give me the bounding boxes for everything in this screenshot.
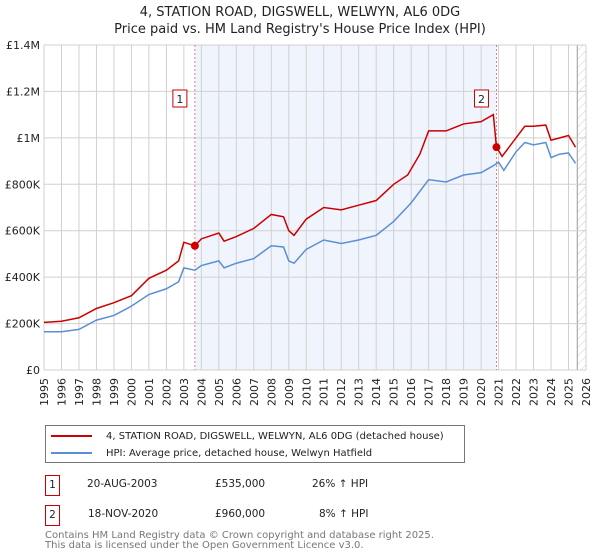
y-tick-label: £400K xyxy=(5,271,41,284)
x-tick-label: 1999 xyxy=(108,378,121,406)
x-tick-label: 2020 xyxy=(475,378,488,406)
legend-label: 4, STATION ROAD, DIGSWELL, WELWYN, AL6 0… xyxy=(106,430,444,442)
sale-date: 20-AUG-2003 xyxy=(87,478,158,490)
x-tick-label: 2011 xyxy=(318,378,331,406)
chart-title: 4, STATION ROAD, DIGSWELL, WELWYN, AL6 0… xyxy=(0,4,600,38)
x-tick-label: 2013 xyxy=(353,378,366,406)
legend-label: HPI: Average price, detached house, Welw… xyxy=(106,447,373,459)
x-tick-label: 2012 xyxy=(335,378,348,406)
x-tick-label: 2008 xyxy=(265,378,278,406)
y-tick-label: £200K xyxy=(5,318,41,331)
sale-date: 18-NOV-2020 xyxy=(88,508,159,520)
sale-point xyxy=(492,143,501,152)
x-tick-label: 2003 xyxy=(178,378,191,406)
annotation-box xyxy=(172,89,188,108)
x-tick-label: 1996 xyxy=(55,378,68,406)
sale-price: £960,000 xyxy=(215,508,266,520)
sale-row: 2 18-NOV-2020 £960,000 8% ↑ HPI xyxy=(45,505,465,526)
x-tick-label: 2001 xyxy=(143,378,156,406)
sale-point xyxy=(190,241,199,250)
x-tick-label: 2007 xyxy=(248,378,261,406)
legend-item-property: 4, STATION ROAD, DIGSWELL, WELWYN, AL6 0… xyxy=(46,428,444,444)
x-tick-label: 2023 xyxy=(528,378,541,406)
footer-line: This data is licensed under the Open Gov… xyxy=(45,540,364,551)
sale-price: £535,000 xyxy=(215,478,266,490)
legend-swatch-red xyxy=(51,435,92,437)
sale-row: 1 20-AUG-2003 £535,000 26% ↑ HPI xyxy=(45,475,465,496)
annotation-label: 2 xyxy=(478,93,485,106)
legend: 4, STATION ROAD, DIGSWELL, WELWYN, AL6 0… xyxy=(45,425,465,463)
x-tick-label: 1997 xyxy=(73,378,86,406)
price-chart: 1995 1996 1997 1998 1999 2000 2001 2002 2003 2004… xyxy=(5,39,593,406)
footer-line: Contains HM Land Registry data © Crown c… xyxy=(45,530,434,541)
sale-marker-badge: 1 xyxy=(45,475,60,496)
x-tick-label: 2025 xyxy=(563,378,576,406)
x-tick-label: 2005 xyxy=(213,378,226,406)
title-line-2: Price paid vs. HM Land Registry's House … xyxy=(114,22,486,37)
series-line xyxy=(43,113,577,324)
x-tick-label: 2017 xyxy=(423,378,436,406)
x-tick-label: 2009 xyxy=(283,378,296,406)
x-tick-label: 2022 xyxy=(510,378,523,406)
x-tick-label: 2010 xyxy=(300,378,313,406)
x-tick-label: 2006 xyxy=(230,378,243,406)
y-tick-label: £600K xyxy=(5,225,41,238)
x-tick-label: 2002 xyxy=(160,378,173,406)
legend-item-hpi: HPI: Average price, detached house, Welw… xyxy=(46,445,372,461)
x-tick-label: 2018 xyxy=(440,378,453,406)
x-tick-label: 2014 xyxy=(370,378,383,406)
title-line-1: 4, STATION ROAD, DIGSWELL, WELWYN, AL6 0… xyxy=(139,5,461,20)
y-tick-label: £1.2M xyxy=(6,85,40,98)
x-tick-label: 1998 xyxy=(90,378,103,406)
footer: Contains HM Land Registry data © Crown c… xyxy=(45,531,434,551)
x-tick-label: 2016 xyxy=(405,378,418,406)
future-hatch xyxy=(577,45,586,370)
x-tick-label: 2021 xyxy=(493,378,506,406)
y-tick-label: £0 xyxy=(26,364,40,377)
y-tick-label: £1.4M xyxy=(6,39,40,52)
x-tick-label: 2004 xyxy=(195,378,208,406)
x-tick-label: 2026 xyxy=(580,378,593,406)
y-tick-label: £800K xyxy=(5,178,41,191)
annotation-label: 1 xyxy=(176,93,183,106)
x-tick-label: 2000 xyxy=(125,378,138,406)
x-tick-label: 1995 xyxy=(38,378,51,406)
x-tick-label: 2024 xyxy=(545,378,558,406)
sale-hpi-diff: 26% ↑ HPI xyxy=(312,478,369,490)
sale-hpi-diff: 8% ↑ HPI xyxy=(319,508,369,520)
annotation-box xyxy=(473,89,489,108)
series-line xyxy=(44,141,577,333)
x-tick-label: 2019 xyxy=(458,378,471,406)
x-tick-label: 2015 xyxy=(388,378,401,406)
y-tick-label: £1M xyxy=(17,132,41,145)
sale-marker-badge: 2 xyxy=(45,505,60,526)
legend-swatch-blue xyxy=(51,452,92,454)
ownership-shade xyxy=(194,45,497,370)
